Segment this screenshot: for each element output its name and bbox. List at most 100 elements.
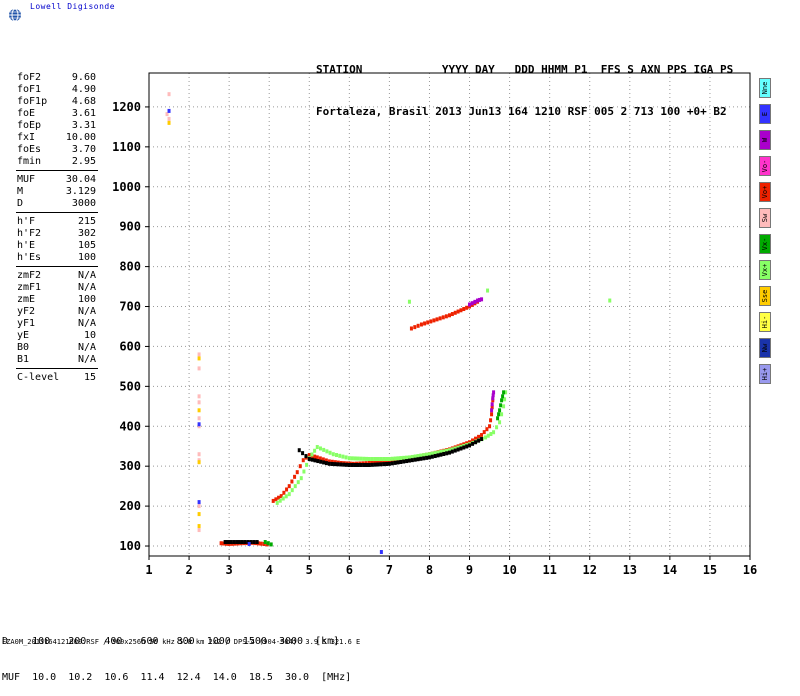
data-point	[422, 456, 426, 461]
data-point	[441, 315, 445, 320]
data-point	[290, 488, 294, 493]
data-point	[498, 408, 502, 413]
data-point	[504, 390, 508, 395]
data-point	[379, 457, 383, 462]
data-point	[252, 540, 256, 545]
param-b0: B0 N/A	[0, 342, 98, 354]
data-point	[197, 524, 201, 529]
data-point	[255, 540, 259, 545]
muf-value-row: MUF 10.0 10.2 10.6 11.4 12.4 14.0 18.5 3…	[2, 672, 352, 683]
param-name: h'F2	[17, 228, 42, 239]
data-point	[304, 454, 308, 459]
param-name: h'E	[17, 240, 36, 251]
data-point	[413, 325, 417, 330]
data-point	[471, 438, 475, 443]
legend-button-vxminus[interactable]: Vx-	[759, 234, 771, 254]
data-point	[365, 462, 369, 467]
legend-button-voplus[interactable]: Vo+	[759, 182, 771, 202]
data-point	[295, 470, 299, 475]
legend-label: W	[761, 137, 769, 143]
data-point	[290, 479, 294, 484]
data-point	[382, 459, 386, 464]
param-separator	[16, 170, 98, 171]
y-tick-label: 200	[119, 499, 141, 513]
y-tick-label: 1000	[112, 180, 141, 194]
data-point	[223, 540, 227, 545]
data-point	[422, 453, 426, 458]
data-point	[296, 480, 300, 485]
legend-label: Nne	[761, 81, 769, 95]
param-value: N/A	[77, 318, 96, 329]
data-point	[480, 433, 484, 438]
data-point	[197, 422, 201, 427]
data-point	[310, 457, 314, 462]
data-point	[453, 448, 457, 453]
param-name: zmF1	[17, 282, 42, 293]
legend-button-nne[interactable]: Nne	[759, 78, 771, 98]
param-hf2: h'F2 302	[0, 228, 98, 240]
data-point	[430, 451, 434, 456]
param-he: h'E 105	[0, 240, 98, 252]
legend-button-w[interactable]: W	[759, 130, 771, 150]
data-point	[453, 310, 457, 315]
x-tick-label: 9	[466, 563, 473, 577]
data-point	[197, 528, 201, 533]
data-point	[298, 464, 302, 469]
data-point	[318, 456, 322, 461]
data-point	[382, 457, 386, 462]
data-point	[315, 455, 319, 460]
data-point	[328, 450, 332, 455]
param-value: N/A	[77, 342, 96, 353]
param-value: 3.70	[71, 144, 96, 155]
data-point	[416, 323, 420, 328]
data-point	[459, 446, 463, 451]
param-separator	[16, 212, 98, 213]
data-point	[293, 474, 297, 479]
data-point	[500, 398, 504, 403]
data-point	[293, 484, 297, 489]
x-tick-label: 11	[542, 563, 556, 577]
legend-button-vxplus[interactable]: Vx+	[759, 260, 771, 280]
y-tick-label: 800	[119, 260, 141, 274]
data-point	[399, 459, 403, 464]
data-point	[330, 461, 334, 466]
legend-button-himinus[interactable]: Hi-	[759, 312, 771, 332]
param-value: 302	[77, 228, 96, 239]
data-point	[301, 451, 305, 456]
data-point	[423, 321, 427, 326]
data-point	[327, 461, 331, 466]
data-point	[342, 462, 346, 467]
data-point	[492, 390, 496, 395]
legend-button-sse[interactable]: Sse	[759, 286, 771, 306]
legend-button-sw[interactable]: Sw	[759, 208, 771, 228]
data-point	[356, 456, 360, 461]
legend-button-e[interactable]: E	[759, 104, 771, 124]
legend-label: E	[761, 111, 769, 117]
data-point	[459, 308, 463, 313]
data-point	[333, 462, 337, 467]
data-point	[353, 462, 357, 467]
param-value: 3000	[71, 198, 96, 209]
data-point	[488, 424, 492, 429]
param-foes: foEs 3.70	[0, 144, 98, 156]
y-tick-label: 400	[119, 419, 141, 433]
legend-button-vominus[interactable]: Vo-	[759, 156, 771, 176]
data-point	[301, 458, 305, 463]
param-name: foF1p	[17, 96, 48, 107]
legend-button-hiplus[interactable]: Hi+	[759, 364, 771, 384]
param-clevel: C-level 15	[0, 372, 98, 384]
data-point	[307, 453, 311, 458]
param-value: 4.90	[71, 84, 96, 95]
data-point	[465, 305, 469, 310]
legend-button-nw[interactable]: Nw	[759, 338, 771, 358]
data-point	[167, 92, 171, 97]
param-name: yF1	[17, 318, 36, 329]
y-tick-label: 100	[119, 539, 141, 553]
data-point	[279, 494, 283, 499]
param-value: 30.04	[65, 174, 96, 185]
param-name: foF1	[17, 84, 42, 95]
data-point	[367, 457, 371, 462]
data-point	[322, 460, 326, 465]
data-point	[271, 498, 275, 503]
data-point	[197, 400, 201, 405]
